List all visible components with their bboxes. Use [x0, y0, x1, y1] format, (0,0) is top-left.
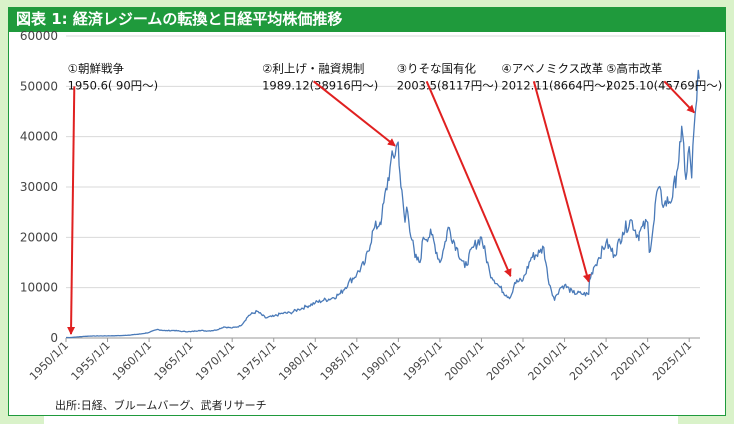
y-tick-label: 30000 [20, 180, 58, 194]
annotation-date-1: 1950.6( 90円～) [68, 78, 159, 92]
x-tick-label: 2010/1/1 [526, 339, 570, 383]
annotation-label-5: ⑤高市改革 [606, 61, 662, 75]
x-tick-label: 1970/1/1 [193, 339, 237, 383]
annotation-arrow-4 [532, 81, 591, 283]
annotation-label-3: ③りそな国有化 [397, 61, 477, 75]
annotation-label-4: ④アベノミクス改革 [501, 61, 603, 75]
y-tick-label: 0 [50, 331, 58, 345]
y-tick-label: 60000 [20, 29, 58, 43]
x-tick-label: 1955/1/1 [69, 339, 113, 383]
annotation-arrow-5 [663, 80, 695, 114]
annotation-label-1: ①朝鮮戦争 [68, 61, 125, 75]
x-tick-label: 1950/1/1 [27, 339, 71, 383]
x-tick-label: 2020/1/1 [609, 339, 653, 383]
annotation-date-4: 2012.11(8664円～) [501, 78, 610, 92]
x-tick-label: 1980/1/1 [276, 339, 320, 383]
y-tick-label: 50000 [20, 79, 58, 93]
nikkei-series-line [66, 69, 700, 339]
bottom-strip [44, 416, 678, 424]
x-tick-label: 2005/1/1 [484, 339, 528, 383]
x-tick-label: 1995/1/1 [401, 339, 445, 383]
x-tick-label: 1990/1/1 [359, 339, 403, 383]
x-tick-label: 2000/1/1 [442, 339, 486, 383]
annotation-arrow-3 [425, 80, 512, 278]
annotation-arrow-2 [312, 80, 396, 147]
source-note: 出所:日経、ブルームバーグ、武者リサーチ [55, 399, 267, 412]
x-tick-label: 2015/1/1 [567, 339, 611, 383]
y-tick-label: 10000 [20, 281, 58, 295]
x-tick-label: 2025/1/1 [650, 339, 694, 383]
y-tick-label: 40000 [20, 130, 58, 144]
annotation-date-3: 2003.5(8117円～) [397, 78, 498, 92]
y-tick-label: 20000 [20, 230, 58, 244]
x-tick-label: 1965/1/1 [152, 339, 196, 383]
annotation-date-5: 2025.10(45769円～) [606, 78, 722, 92]
x-tick-label: 1985/1/1 [318, 339, 362, 383]
chart-panel [8, 31, 726, 416]
x-tick-label: 1960/1/1 [110, 339, 154, 383]
annotation-label-2: ②利上げ・融資規制 [262, 61, 364, 75]
annotation-arrow-1 [67, 86, 76, 335]
chart-title: 図表 1: 経済レジームの転換と日経平均株価推移 [8, 7, 726, 31]
x-tick-label: 1975/1/1 [235, 339, 279, 383]
